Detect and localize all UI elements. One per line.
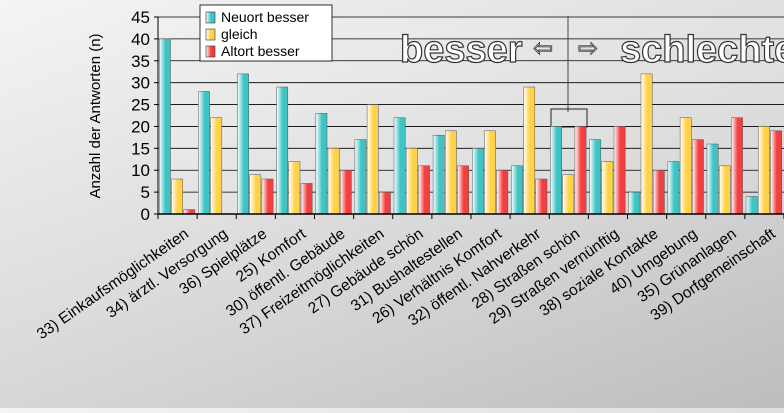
bar [613, 126, 626, 215]
bars [159, 38, 782, 215]
bar [276, 86, 289, 215]
y-tick-label: 10 [131, 161, 150, 180]
bar [511, 165, 523, 215]
bar [652, 169, 665, 215]
bar [261, 178, 274, 215]
annotation-arrow-right: ⇨ [578, 35, 598, 62]
legend-label: Neuort besser [221, 9, 309, 25]
bar [210, 117, 223, 215]
legend-swatch [205, 11, 216, 24]
bar [535, 178, 548, 215]
legend-box [199, 4, 333, 62]
y-tick-labels: 0 5 10 15 20 25 30 35 40 45 [131, 8, 150, 224]
bar [706, 143, 719, 215]
bar [198, 91, 210, 215]
bar [457, 165, 469, 215]
y-tick-label: 20 [131, 117, 150, 136]
bar [679, 117, 692, 215]
bar [354, 139, 367, 215]
bar [574, 126, 587, 215]
y-tick-label: 45 [131, 8, 150, 27]
bar [445, 130, 457, 215]
annotation-schlechter: schlechter [620, 29, 784, 71]
bar [366, 104, 379, 215]
bar [718, 165, 731, 215]
bar [550, 126, 562, 215]
bar [484, 130, 496, 215]
annotation-group: besser ⇦ ⇨ schlechter [399, 16, 784, 128]
legend-label: gleich [221, 26, 258, 42]
bar [601, 161, 614, 215]
bar [640, 73, 653, 215]
bar [300, 183, 313, 215]
y-tick-label: 25 [131, 96, 150, 115]
bar [327, 148, 340, 215]
legend-swatch [205, 45, 216, 58]
bar [770, 130, 782, 215]
y-tick-label: 5 [141, 183, 150, 202]
bar [159, 38, 171, 215]
highlight-box [550, 108, 588, 128]
annotation-arrow-left: ⇦ [533, 35, 553, 62]
y-tick-label: 15 [131, 139, 150, 158]
bar [418, 165, 430, 215]
axes [154, 16, 784, 219]
bar [745, 196, 758, 215]
bar [667, 161, 680, 215]
bar [237, 73, 249, 215]
bar [379, 191, 391, 215]
bar [432, 134, 445, 215]
x-tick-label: 33) Einkaufsmöglichkeiten [34, 225, 192, 343]
legend-swatch [205, 28, 216, 41]
bar [339, 169, 352, 215]
bar [496, 169, 509, 215]
bar [249, 174, 262, 215]
legend-label: Altort besser [221, 43, 300, 59]
bar [288, 161, 301, 215]
bar [393, 117, 406, 215]
bar [315, 113, 328, 215]
bar [523, 86, 536, 215]
bar [692, 139, 704, 215]
bar [562, 174, 575, 215]
bar [589, 139, 602, 215]
y-tick-label: 30 [131, 74, 150, 93]
y-tick-label: 0 [141, 205, 150, 224]
y-tick-label: 40 [131, 30, 150, 49]
bar [758, 126, 770, 215]
bar [472, 148, 484, 215]
bar [171, 178, 183, 215]
bar [628, 191, 641, 215]
bar [731, 117, 743, 215]
annotation-besser: besser [400, 29, 523, 71]
bar [405, 148, 418, 215]
y-tick-label: 35 [131, 52, 150, 71]
y-axis-label: Anzahl der Antworten (n) [87, 33, 104, 198]
